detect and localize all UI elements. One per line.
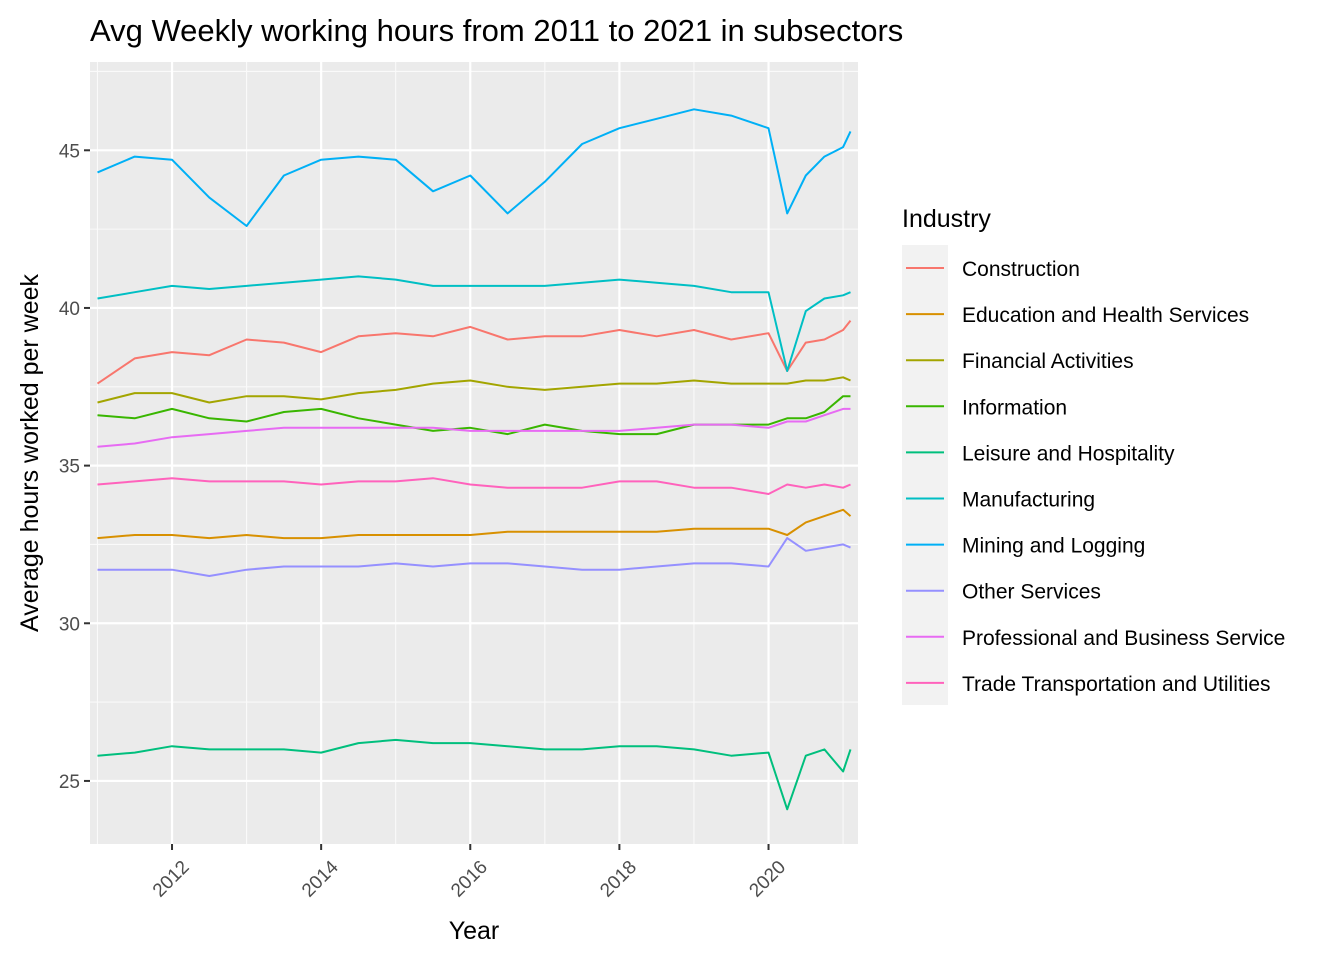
x-axis-title: Year bbox=[449, 917, 500, 945]
x-tick-label: 2018 bbox=[596, 857, 641, 902]
series-line bbox=[97, 275, 851, 372]
x-tick-label: 2020 bbox=[745, 857, 790, 902]
y-tick-label: 25 bbox=[59, 772, 80, 793]
legend-label: Other Services bbox=[962, 581, 1101, 604]
x-tick-label: 2016 bbox=[447, 857, 492, 902]
series-line bbox=[97, 395, 851, 436]
legend-label: Leisure and Hospitality bbox=[962, 442, 1175, 465]
y-tick-label: 30 bbox=[59, 614, 80, 635]
series-line bbox=[97, 376, 851, 404]
series-line bbox=[97, 537, 851, 577]
series-line bbox=[97, 477, 851, 495]
legend-label: Mining and Logging bbox=[962, 535, 1145, 558]
series-line bbox=[97, 738, 852, 811]
legend-label: Manufacturing bbox=[962, 489, 1095, 512]
y-axis-title: Average hours worked per week bbox=[16, 273, 44, 632]
legend-title: Industry bbox=[902, 205, 991, 233]
x-axis: 2012 2014 2016 2018 2020 bbox=[149, 844, 790, 902]
y-tick-label: 35 bbox=[59, 457, 80, 478]
series-line bbox=[97, 508, 852, 540]
series-lines bbox=[96, 108, 852, 811]
series-line bbox=[96, 319, 852, 385]
y-tick-label: 45 bbox=[59, 141, 80, 162]
legend-label: Trade Transportation and Utilities bbox=[962, 673, 1271, 696]
x-tick-label: 2012 bbox=[149, 857, 194, 902]
legend-label: Financial Activities bbox=[962, 350, 1134, 373]
series-line bbox=[97, 407, 851, 448]
legend-label: Professional and Business Service bbox=[962, 627, 1285, 650]
y-tick-label: 40 bbox=[59, 299, 80, 320]
y-axis: 25 30 35 40 45 bbox=[59, 141, 90, 793]
series-line bbox=[97, 108, 852, 227]
legend: Construction Education and Health Service… bbox=[906, 258, 1285, 696]
legend-label: Construction bbox=[962, 258, 1080, 281]
plot-panel bbox=[90, 62, 858, 844]
legend-label: Information bbox=[962, 396, 1067, 419]
x-tick-label: 2014 bbox=[298, 856, 343, 901]
chart-title: Avg Weekly working hours from 2011 to 20… bbox=[90, 13, 903, 48]
grid-lines bbox=[90, 62, 858, 844]
legend-label: Education and Health Services bbox=[962, 304, 1249, 327]
legend-key-background bbox=[902, 245, 948, 705]
